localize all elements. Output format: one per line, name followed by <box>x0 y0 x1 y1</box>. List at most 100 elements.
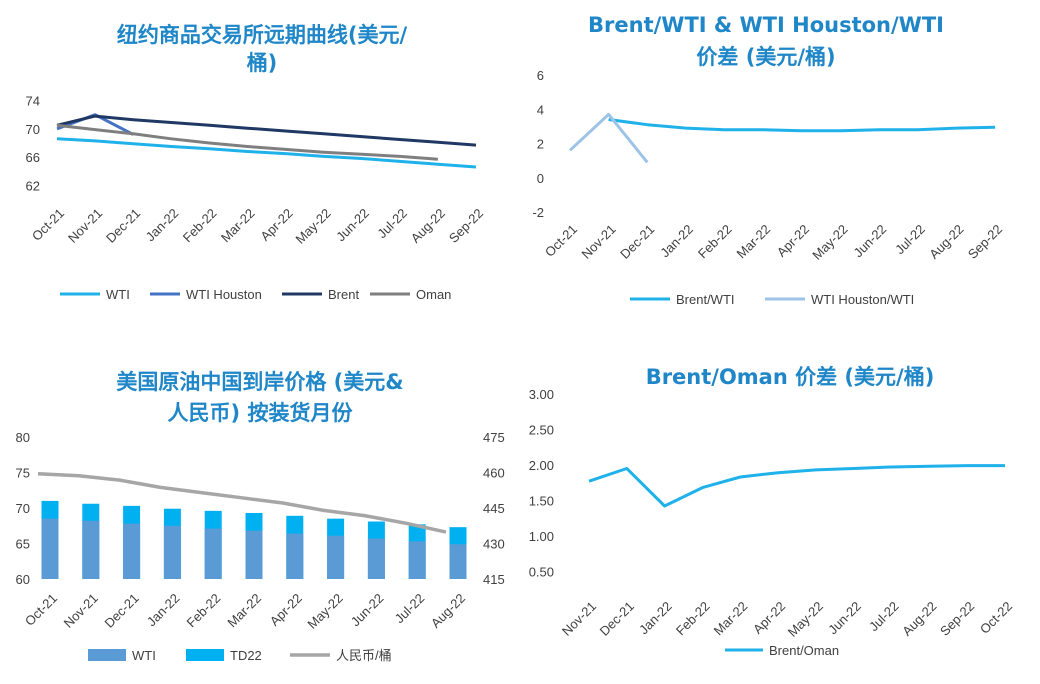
legend-label: Brent <box>328 287 359 302</box>
x-tick-label: Apr-22 <box>257 206 295 244</box>
x-tick-label: Oct-21 <box>22 591 60 629</box>
legend-label: WTI Houston/WTI <box>811 292 914 307</box>
x-tick-label: May-22 <box>292 206 333 247</box>
x-tick-label: Jan-22 <box>144 591 183 630</box>
y2-tick-label: 430 <box>483 537 505 552</box>
series-line-brent <box>56 114 477 147</box>
brent-oman-spread-svg: Brent/Oman 价差 (美元/桶) 3.00 2.50 2.00 1.50 1.0… <box>529 365 1015 658</box>
x-tick-label: Jul-22 <box>892 222 928 258</box>
bar-wti <box>123 523 141 579</box>
x-tick-label: Nov-21 <box>61 591 101 631</box>
x-tick-label: Nov-21 <box>559 599 599 639</box>
x-tick-label: Jun-22 <box>825 599 864 638</box>
bar-wti <box>245 530 263 579</box>
series-line-wti <box>56 137 477 169</box>
x-tick-label: Nov-21 <box>65 206 105 246</box>
y-tick-label: 1.00 <box>529 529 554 544</box>
x-tick-label: Aug-22 <box>926 222 966 262</box>
forward-curve-chart: 纽约商品交易所远期曲线(美元/ 桶) 74 70 66 62 Oct-21 Nov-21 D… <box>0 0 520 342</box>
brent-wti-spread-svg: Brent/WTI & WTI Houston/WTI 价差 (美元/桶) 6 4… <box>532 13 1005 307</box>
x-tick-label: May-22 <box>785 599 826 640</box>
x-tick-label: Oct-22 <box>977 599 1015 637</box>
x-tick-label: Feb-22 <box>673 599 713 639</box>
x-tick-label: Apr-22 <box>774 222 812 260</box>
x-tick-label: Dec-21 <box>101 591 141 631</box>
x-tick-label: Aug-22 <box>428 591 468 631</box>
series-line-brent-oman <box>588 464 1005 508</box>
x-tick-label: Dec-21 <box>617 222 657 262</box>
y2-tick-label: 460 <box>483 466 505 481</box>
legend-label: TD22 <box>230 648 262 663</box>
bar-wti <box>163 525 181 579</box>
y-tick-label: 66 <box>26 150 40 165</box>
brent-wti-spread-chart: Brent/WTI & WTI Houston/WTI 价差 (美元/桶) 6 4… <box>520 0 1040 342</box>
x-tick-label: Feb-22 <box>180 206 220 246</box>
bar-wti <box>82 520 100 579</box>
chart-title-line-2: 人民币) 按装货月份 <box>168 401 354 425</box>
y-tick-label: 2.50 <box>529 422 554 437</box>
y-tick-label: 60 <box>16 572 30 587</box>
china-cif-price-svg: 美国原油中国到岸价格 (美元& 人民币) 按装货月份 80 75 70 65 60 475… <box>16 370 505 663</box>
y-tick-label: 80 <box>16 430 30 445</box>
x-tick-label: Oct-21 <box>542 222 580 260</box>
x-tick-label: Feb-22 <box>695 222 735 262</box>
x-tick-label: Dec-21 <box>103 206 143 246</box>
y-tick-label: 65 <box>16 537 30 552</box>
y-tick-label: 4 <box>537 102 544 117</box>
y-tick-label: 74 <box>26 94 40 109</box>
legend-label: WTI <box>132 648 156 663</box>
bar-wti <box>408 541 426 579</box>
y2-tick-label: 475 <box>483 430 505 445</box>
bar-wti <box>327 535 345 579</box>
y2-tick-label: 415 <box>483 572 505 587</box>
x-tick-label: Mar-22 <box>711 599 751 639</box>
y-tick-label: 0 <box>537 171 544 186</box>
chart-title-line-2: 桶) <box>247 51 278 75</box>
legend-swatch <box>88 649 126 661</box>
legend-label: Oman <box>416 287 451 302</box>
legend-label: Brent/WTI <box>676 292 735 307</box>
x-tick-label: May-22 <box>304 591 345 632</box>
x-tick-label: Nov-21 <box>579 222 619 262</box>
x-tick-label: Sep-22 <box>446 206 486 246</box>
legend-swatch <box>186 649 224 661</box>
y-tick-label: 2.00 <box>529 458 554 473</box>
series-line-wti-houston-wti <box>568 112 649 164</box>
forward-curve-svg: 纽约商品交易所远期曲线(美元/ 桶) 74 70 66 62 Oct-21Nov-21D… <box>26 23 487 302</box>
x-tick-label: Apr-22 <box>267 591 305 629</box>
y-tick-label: 0.50 <box>529 564 554 579</box>
chart-title-line-2: 价差 (美元/桶) <box>696 45 835 69</box>
legend-label: WTI Houston <box>186 287 262 302</box>
x-tick-label: Dec-21 <box>597 599 637 639</box>
series-line-oman <box>56 123 439 161</box>
bar-wti <box>367 538 385 579</box>
bar-wti <box>204 528 222 579</box>
y-tick-label: 2 <box>537 137 544 152</box>
chart-title-line-1: 纽约商品交易所远期曲线(美元/ <box>117 23 408 47</box>
x-tick-label: Jul-22 <box>866 599 902 635</box>
x-tick-label: Jun-22 <box>348 591 387 630</box>
x-tick-label: Aug-22 <box>408 206 448 246</box>
x-tick-label: Sep-22 <box>965 222 1005 262</box>
x-tick-label: Jun-22 <box>850 222 889 261</box>
y2-tick-label: 445 <box>483 501 505 516</box>
china-cif-price-chart: 美国原油中国到岸价格 (美元& 人民币) 按装货月份 80 75 70 65 60 475… <box>0 342 520 684</box>
x-tick-label: Mar-22 <box>734 222 774 262</box>
x-tick-label: May-22 <box>809 222 850 263</box>
x-tick-label: Jul-22 <box>374 206 410 242</box>
legend-label: Brent/Oman <box>769 643 839 658</box>
y-tick-label: 6 <box>537 68 544 83</box>
brent-oman-spread-chart: Brent/Oman 价差 (美元/桶) 3.00 2.50 2.00 1.50 1.0… <box>520 342 1040 684</box>
y-tick-label: 70 <box>26 122 40 137</box>
chart-title: Brent/Oman 价差 (美元/桶) <box>646 365 935 389</box>
series-line-rmb <box>37 471 447 534</box>
bar-wti <box>41 518 59 579</box>
y-tick-label: 3.00 <box>529 387 554 402</box>
y-tick-label: 62 <box>26 178 40 193</box>
y-tick-label: 75 <box>16 466 30 481</box>
x-tick-label: Oct-21 <box>29 206 67 244</box>
chart-title-line-1: 美国原油中国到岸价格 (美元& <box>116 370 403 394</box>
x-tick-label: Jan-22 <box>636 599 675 638</box>
y-tick-label: 70 <box>16 501 30 516</box>
x-tick-label: Feb-22 <box>184 591 224 631</box>
